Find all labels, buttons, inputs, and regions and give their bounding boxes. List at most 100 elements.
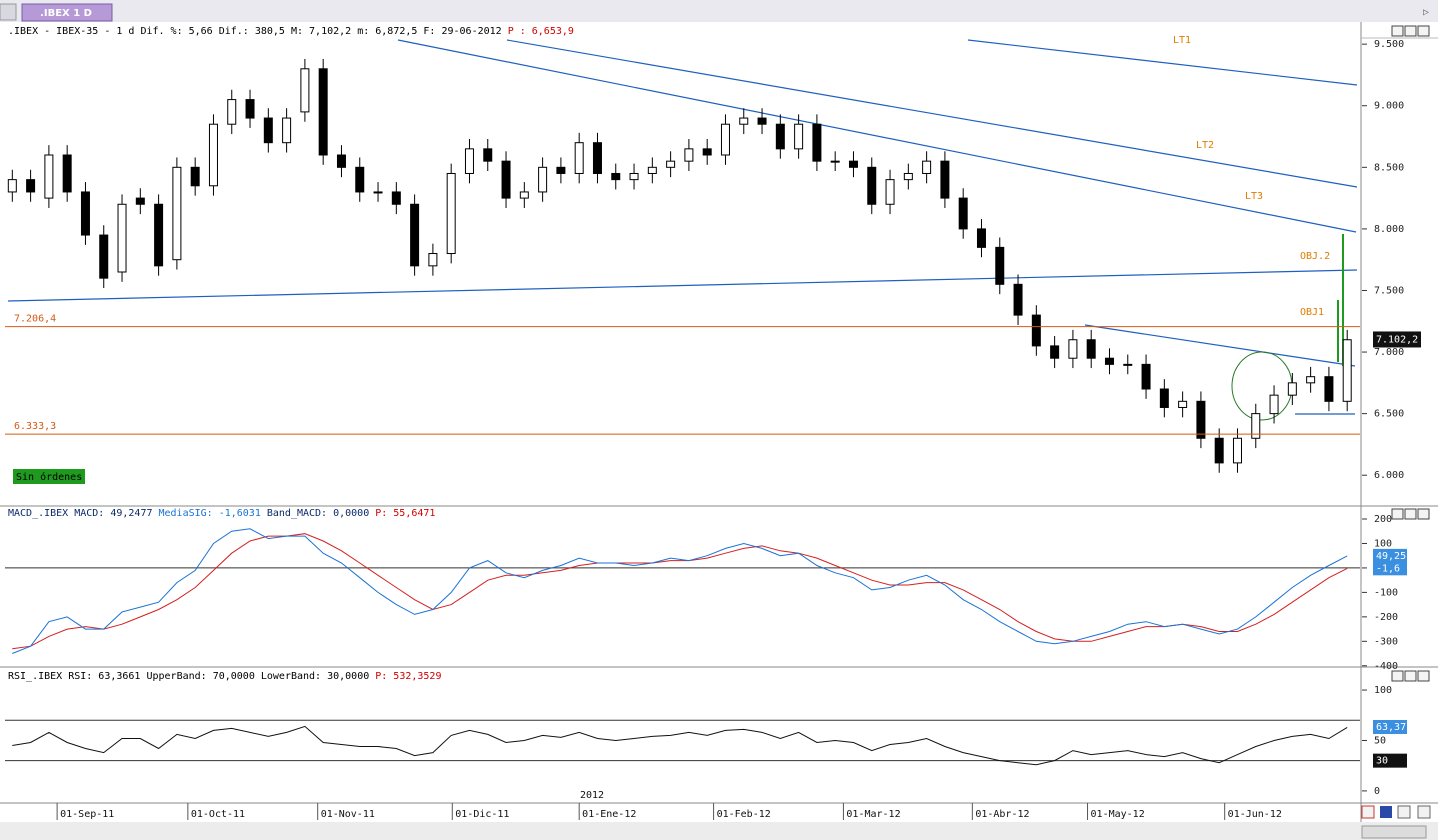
trend-line xyxy=(967,39,1358,86)
y-tick-label: 9.000 xyxy=(1374,101,1404,112)
candle-body xyxy=(848,160,858,168)
candle-body xyxy=(300,68,310,113)
year-label: 2012 xyxy=(580,790,604,801)
header-part: MACD_.IBEX MACD: 49,2477 xyxy=(8,508,153,519)
x-tick-label: 01-Ene-12 xyxy=(582,809,636,820)
series-line xyxy=(12,533,1348,650)
candle-body xyxy=(117,203,127,273)
y-tick-label: 100 xyxy=(1374,538,1392,549)
minimize-button[interactable] xyxy=(1391,25,1404,37)
header-part: MediaSIG: -1,6031 xyxy=(159,508,261,519)
candle-body xyxy=(1159,388,1169,408)
last-price-tag xyxy=(1373,331,1421,348)
candle-body xyxy=(80,191,90,236)
candle-body xyxy=(629,172,639,181)
tab-scroll[interactable]: ▷ xyxy=(1423,7,1429,18)
annotation: OBJ.2 xyxy=(1300,251,1330,262)
candle-body xyxy=(154,203,164,267)
header-part: P: 532,3529 xyxy=(375,671,441,682)
y-tick-label: -400 xyxy=(1374,661,1398,672)
y-tick-label: 8.000 xyxy=(1374,224,1404,235)
pane-header: MACD_.IBEX MACD: 49,2477 MediaSIG: -1,603… xyxy=(8,508,435,519)
candle-body xyxy=(830,160,840,163)
candle-body xyxy=(1013,283,1023,316)
y-tick-label: 7.500 xyxy=(1374,285,1404,296)
close-icon[interactable] xyxy=(1417,805,1431,819)
save-icon[interactable] xyxy=(1380,806,1392,818)
header-part: Band_MACD: 0,0000 xyxy=(267,508,369,519)
x-tick-label: 01-Nov-11 xyxy=(321,809,375,820)
candle-body xyxy=(538,166,548,193)
value-tag-label: 49,25 xyxy=(1376,551,1406,562)
candle-body xyxy=(794,123,804,150)
candle-body xyxy=(739,117,749,125)
close-button[interactable] xyxy=(1417,670,1430,682)
candle-body xyxy=(1068,339,1078,359)
candle-body xyxy=(720,123,730,156)
scrollbar[interactable] xyxy=(0,822,1438,840)
y-tick-label: -100 xyxy=(1374,587,1398,598)
y-tick-label: 8.500 xyxy=(1374,162,1404,173)
x-tick-label: 01-Dic-11 xyxy=(455,809,509,820)
candle-body xyxy=(775,123,785,150)
y-tick-label: -300 xyxy=(1374,636,1398,647)
y-tick-label: 6.500 xyxy=(1374,409,1404,420)
candle-body xyxy=(1251,413,1261,439)
candle-body xyxy=(940,160,950,199)
candle-body xyxy=(172,166,182,261)
trend-line xyxy=(7,269,1358,302)
tab-icon[interactable] xyxy=(0,3,17,21)
candle-body xyxy=(1214,437,1224,464)
y-tick-label: 9.500 xyxy=(1374,39,1404,50)
tab[interactable] xyxy=(21,3,113,22)
trend-line xyxy=(506,39,1358,188)
minimize-button[interactable] xyxy=(1391,670,1404,682)
candle-body xyxy=(684,148,694,162)
pin-icon[interactable] xyxy=(1397,805,1411,819)
level-label: 7.206,4 xyxy=(14,314,56,325)
candle-body xyxy=(227,99,237,125)
level-label: 6.333,3 xyxy=(14,421,56,432)
tab-label: .IBEX 1 D xyxy=(40,8,92,19)
candle-body xyxy=(1031,314,1041,347)
candle-body xyxy=(995,246,1005,285)
value-tag-label: -1,6 xyxy=(1376,563,1400,574)
palette-icon[interactable] xyxy=(1361,805,1375,819)
last-price-label: 7.102,2 xyxy=(1376,334,1418,345)
annotation: LT3 xyxy=(1245,191,1263,202)
x-tick-label: 01-Feb-12 xyxy=(717,809,771,820)
y-tick-label: 200 xyxy=(1374,514,1392,525)
candle-body xyxy=(355,166,365,193)
close-button[interactable] xyxy=(1417,508,1430,520)
y-tick-label: 50 xyxy=(1374,735,1386,746)
x-tick-label: 01-Jun-12 xyxy=(1228,809,1282,820)
candle-body xyxy=(885,179,895,205)
candle-body xyxy=(1104,357,1114,365)
candle-body xyxy=(501,160,511,199)
candle-body xyxy=(958,197,968,230)
maximize-button[interactable] xyxy=(1404,670,1417,682)
candle-body xyxy=(592,142,602,174)
minimize-button[interactable] xyxy=(1391,508,1404,520)
candle-body xyxy=(1123,363,1133,366)
maximize-button[interactable] xyxy=(1404,508,1417,520)
candle-body xyxy=(647,166,657,174)
status-text: Sin órdenes xyxy=(16,471,82,483)
candle-body xyxy=(62,154,72,193)
pane-header: RSI_.IBEX RSI: 63,3661 UpperBand: 70,000… xyxy=(8,671,441,682)
y-tick-label: 100 xyxy=(1374,685,1392,696)
candle-body xyxy=(1050,345,1060,359)
x-tick-label: 01-Abr-12 xyxy=(975,809,1029,820)
candle-body xyxy=(282,117,292,144)
scroll-thumb[interactable] xyxy=(1361,825,1427,839)
maximize-button[interactable] xyxy=(1404,25,1417,37)
candle-body xyxy=(976,228,986,248)
candle-body xyxy=(1232,437,1242,464)
y-tick-label: 0 xyxy=(1374,786,1380,797)
annotation: OBJ1 xyxy=(1300,307,1324,318)
close-button[interactable] xyxy=(1417,25,1430,37)
candle-body xyxy=(867,166,877,205)
y-tick-label: 7.000 xyxy=(1374,347,1404,358)
candle-body xyxy=(519,191,529,199)
